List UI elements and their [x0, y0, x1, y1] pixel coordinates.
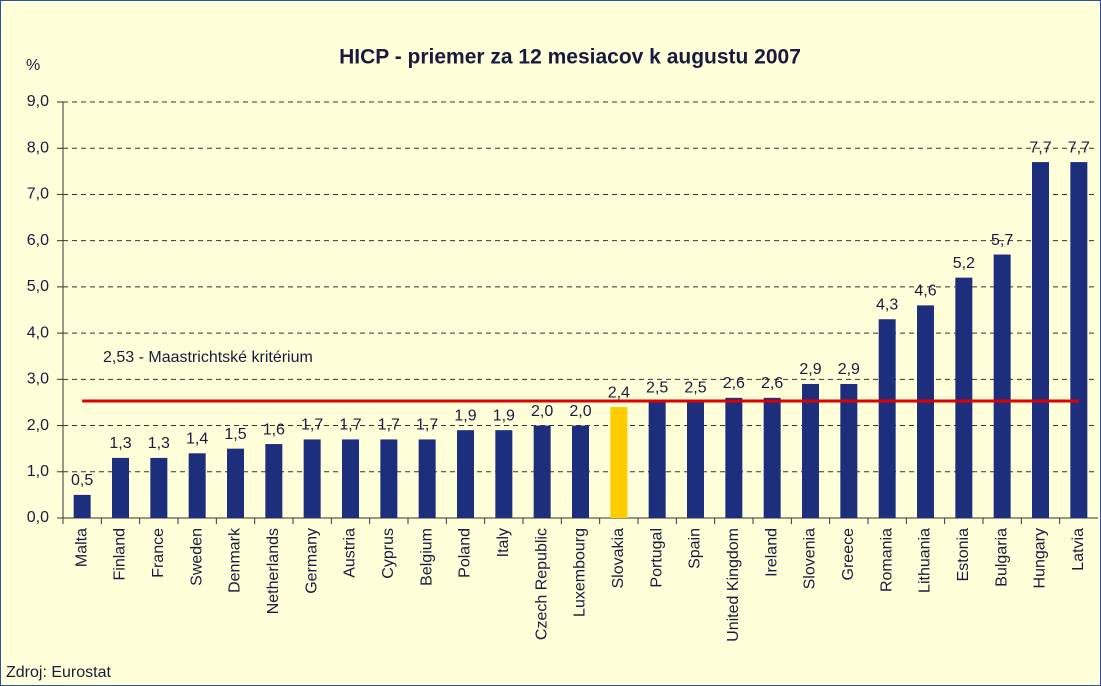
x-tick-label: Czech Republic: [533, 528, 550, 640]
data-label: 0,5: [71, 472, 93, 489]
data-label: 5,7: [991, 232, 1013, 249]
bar: [73, 494, 91, 518]
x-tick-label: Bulgaria: [993, 528, 1010, 587]
data-label: 1,4: [186, 431, 208, 448]
data-label: 2,0: [531, 403, 553, 420]
bar: [993, 254, 1011, 519]
bar: [955, 277, 973, 518]
bar: [150, 457, 168, 518]
bar: [572, 425, 589, 518]
x-tick-label: Finland: [112, 528, 129, 580]
data-label: 2,6: [723, 375, 745, 392]
x-tick-label: Latvia: [1070, 528, 1087, 571]
bar: [418, 439, 436, 518]
x-tick-label: Spain: [687, 528, 704, 569]
data-label: 1,9: [493, 407, 515, 424]
x-tick-label: Italy: [495, 528, 512, 557]
data-label: 5,2: [953, 255, 975, 272]
data-label: 1,6: [263, 421, 285, 438]
x-tick-label: Austria: [342, 528, 359, 578]
x-tick-label: Hungary: [1032, 528, 1049, 588]
data-label: 1,3: [109, 435, 131, 452]
bar: [687, 402, 704, 518]
data-label: 4,3: [876, 296, 898, 313]
y-tick-label: 9,0: [27, 93, 49, 110]
x-tick-label: France: [150, 528, 167, 578]
data-label: 2,6: [761, 375, 783, 392]
data-label: 1,7: [301, 417, 323, 434]
bar: [878, 319, 896, 518]
y-tick-label: 6,0: [27, 232, 49, 249]
bar: [227, 448, 244, 518]
bar: [188, 453, 206, 518]
data-label: 1,7: [378, 417, 400, 434]
x-tick-label: Slovenia: [802, 528, 819, 589]
bar: [840, 383, 858, 518]
x-tick-label: Luxembourg: [572, 528, 589, 617]
data-label: 2,9: [799, 361, 821, 378]
source: Zdroj: Eurostat: [6, 664, 111, 681]
data-label: 7,7: [1068, 139, 1090, 156]
data-label: 1,3: [148, 435, 170, 452]
y-tick-label: 1,0: [27, 463, 49, 480]
x-tick-label: Malta: [73, 528, 90, 567]
bar: [648, 402, 666, 518]
bar: [1070, 162, 1088, 519]
bar: [342, 439, 359, 518]
bar: [533, 425, 551, 518]
x-tick-label: Greece: [840, 528, 857, 581]
data-label: 1,5: [224, 426, 246, 443]
data-label: 2,5: [646, 380, 668, 397]
data-label: 2,0: [569, 403, 591, 420]
y-tick-label: 7,0: [27, 186, 49, 203]
chart-title: HICP - priemer za 12 mesiacov k augustu …: [339, 46, 801, 69]
y-tick-label: 2,0: [27, 417, 49, 434]
x-tick-label: Denmark: [227, 527, 244, 593]
y-tick-label: 8,0: [27, 139, 49, 156]
data-label: 1,9: [454, 407, 476, 424]
bar: [802, 383, 819, 518]
y-axis-label: %: [26, 57, 40, 74]
y-tick-label: 4,0: [27, 324, 49, 341]
data-label: 1,7: [416, 417, 438, 434]
data-label: 2,4: [608, 384, 630, 401]
bar: [380, 439, 398, 518]
bar: [917, 305, 934, 518]
bar: [303, 439, 321, 518]
data-label: 7,7: [1029, 139, 1051, 156]
data-label: 4,6: [914, 283, 936, 300]
x-tick-label: Belgium: [418, 528, 435, 586]
x-tick-label: Estonia: [955, 528, 972, 581]
bar: [265, 444, 283, 518]
x-tick-label: Ireland: [763, 528, 780, 577]
reference-label: 2,53 - Maastrichtské kritérium: [103, 349, 313, 366]
x-tick-label: Netherlands: [265, 528, 282, 614]
bar: [763, 397, 781, 518]
y-tick-label: 5,0: [27, 278, 49, 295]
x-tick-label: Cyprus: [380, 528, 397, 579]
bar: [457, 430, 474, 518]
bar: [112, 457, 129, 518]
data-label: 2,5: [684, 380, 706, 397]
x-tick-label: Portugal: [648, 528, 665, 588]
x-tick-label: United Kingdom: [725, 528, 742, 642]
x-tick-label: Slovakia: [610, 528, 627, 589]
bar: [725, 397, 743, 518]
bar: [1032, 162, 1049, 519]
bar: [610, 407, 628, 518]
y-tick-label: 3,0: [27, 371, 49, 388]
bar: [495, 430, 513, 518]
y-tick-label: 0,0: [27, 509, 49, 526]
x-tick-label: Poland: [457, 528, 474, 578]
x-tick-label: Germany: [303, 528, 320, 594]
x-tick-label: Lithuania: [917, 528, 934, 593]
data-label: 1,7: [339, 417, 361, 434]
x-tick-label: Romania: [878, 528, 895, 592]
x-tick-label: Sweden: [188, 528, 205, 586]
data-label: 2,9: [838, 361, 860, 378]
